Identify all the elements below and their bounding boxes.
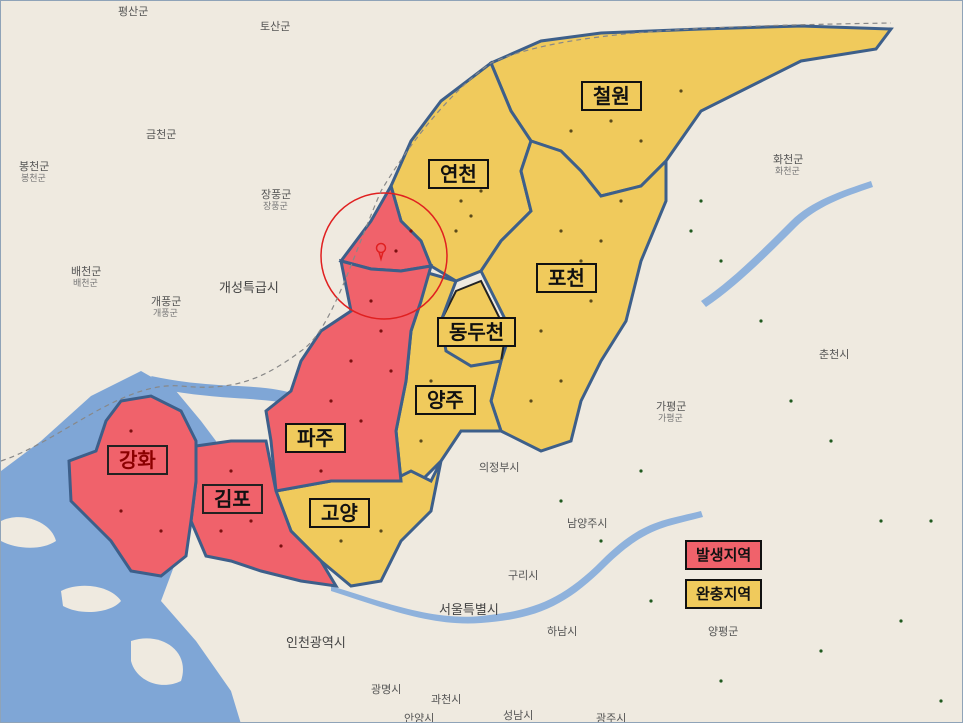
place-baecheon-sub: 배천군 <box>73 279 98 289</box>
label-yeoncheon[interactable]: 연천 <box>428 159 489 189</box>
region-ganghwa <box>67 394 198 578</box>
place-pyeongsan: 평산군 <box>118 5 149 18</box>
place-gapyeong: 가평군 <box>656 400 687 413</box>
legend-outbreak: 발생지역 <box>685 540 763 570</box>
place-gwacheon: 과천시 <box>431 693 462 706</box>
place-guri: 구리시 <box>508 569 539 582</box>
label-gimpo[interactable]: 김포 <box>202 484 263 514</box>
island-1 <box>61 585 121 613</box>
label-paju[interactable]: 파주 <box>285 423 346 453</box>
place-chuncheon: 춘천시 <box>819 348 850 361</box>
place-hwacheon: 화천군 <box>773 153 804 166</box>
place-baecheon: 배천군 <box>71 265 102 278</box>
han-river-upper <box>331 511 703 624</box>
east-dots <box>559 199 943 703</box>
han-river <box>151 376 301 406</box>
place-hwacheon-sub: 화천군 <box>775 167 800 177</box>
place-namyangju: 남양주시 <box>567 517 608 530</box>
location-pin-icon <box>375 242 387 262</box>
river-east <box>701 181 873 307</box>
place-uijeongbu: 의정부시 <box>479 461 520 474</box>
place-seoul: 서울특별시 <box>439 603 499 618</box>
place-tosan: 토산군 <box>260 20 291 33</box>
place-anyang: 안양시 <box>404 712 435 723</box>
place-incheon: 인천광역시 <box>286 636 346 651</box>
place-jangpung-sub: 장풍군 <box>263 202 288 212</box>
place-kaesong: 개성특급시 <box>219 281 279 296</box>
label-cheorwon[interactable]: 철원 <box>581 81 642 111</box>
dmz-line <box>1 22 892 462</box>
farm-dots <box>339 89 683 543</box>
label-dongducheon[interactable]: 동두천 <box>437 317 517 347</box>
label-goyang[interactable]: 고양 <box>309 498 370 528</box>
outbreak-circle <box>320 192 448 320</box>
place-gwangmyeong: 광명시 <box>371 683 402 696</box>
place-hanam: 하남시 <box>547 625 578 638</box>
legend-buffer: 완충지역 <box>685 579 763 609</box>
label-pocheon[interactable]: 포천 <box>536 263 597 293</box>
region-pocheon <box>479 139 668 453</box>
place-jangpung: 장풍군 <box>261 188 292 201</box>
island-2 <box>131 638 183 685</box>
label-yangju[interactable]: 양주 <box>415 385 476 415</box>
island-3 <box>1 517 56 548</box>
place-bongcheon-sub: 봉천군 <box>21 174 46 184</box>
place-yangpyeong: 양평군 <box>708 625 739 638</box>
label-ganghwa[interactable]: 강화 <box>107 445 168 475</box>
place-geumcheon: 금천군 <box>146 128 177 141</box>
place-gwangju: 광주시 <box>596 712 627 723</box>
region-gimpo <box>189 439 339 588</box>
place-gaepung-sub: 개풍군 <box>153 309 178 319</box>
place-gaepung: 개풍군 <box>151 295 182 308</box>
place-bongcheon: 봉천군 <box>19 160 50 173</box>
place-gapyeong-sub: 가평군 <box>658 414 683 424</box>
place-seongnam: 성남시 <box>503 709 534 722</box>
